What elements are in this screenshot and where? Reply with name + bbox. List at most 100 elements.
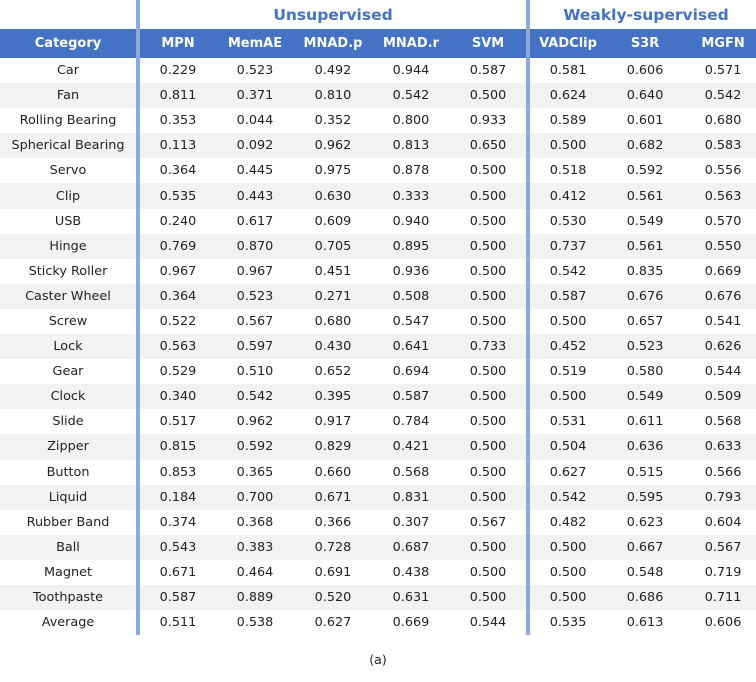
- score-cell: 0.676: [606, 283, 685, 309]
- score-cell: 0.500: [526, 133, 607, 159]
- score-cell: 0.366: [294, 509, 372, 535]
- score-cell: 0.529: [136, 359, 216, 385]
- score-cell: 0.793: [684, 484, 756, 510]
- score-cell: 0.592: [216, 434, 294, 460]
- group-header-unsupervised: Unsupervised: [135, 0, 529, 29]
- score-cell: 0.547: [372, 308, 450, 335]
- score-cell: 0.933: [450, 108, 529, 134]
- category-cell: Ball: [0, 534, 138, 560]
- category-cell: Servo: [0, 158, 138, 184]
- score-cell: 0.364: [136, 158, 216, 184]
- score-cell: 0.975: [294, 158, 372, 184]
- score-cell: 0.542: [526, 484, 607, 510]
- category-cell: Toothpaste: [0, 584, 138, 611]
- score-cell: 0.500: [450, 83, 529, 109]
- column-header-col-4: MNAD.r: [372, 29, 450, 58]
- score-cell: 0.705: [294, 233, 372, 259]
- figure-caption: (a): [369, 652, 387, 667]
- score-cell: 0.340: [136, 384, 216, 410]
- column-header-col-2: MemAE: [216, 29, 294, 58]
- score-cell: 0.500: [526, 308, 607, 335]
- score-cell: 0.511: [136, 610, 216, 636]
- score-cell: 0.641: [372, 334, 450, 360]
- score-cell: 0.374: [136, 509, 216, 535]
- score-cell: 0.520: [294, 584, 372, 611]
- score-cell: 0.580: [606, 359, 685, 385]
- score-cell: 0.917: [294, 409, 372, 435]
- score-cell: 0.967: [136, 258, 216, 284]
- category-cell: Liquid: [0, 484, 138, 510]
- table-row: Toothpaste 0.587 0.889 0.520 0.631 0.500 0.500…: [0, 584, 756, 611]
- score-cell: 0.669: [372, 610, 450, 636]
- score-cell: 0.611: [606, 409, 685, 435]
- score-cell: 0.784: [372, 409, 450, 435]
- score-cell: 0.500: [450, 559, 529, 585]
- table-body: Car 0.229 0.523 0.492 0.944 0.587 0.581 0.606 0.…: [0, 58, 756, 636]
- score-cell: 0.542: [216, 384, 294, 410]
- score-cell: 0.438: [372, 559, 450, 585]
- score-cell: 0.544: [450, 610, 529, 636]
- table-row: Slide 0.517 0.962 0.917 0.784 0.500 0.531 0.611…: [0, 409, 756, 435]
- score-cell: 0.691: [294, 559, 372, 585]
- score-cell: 0.307: [372, 509, 450, 535]
- score-cell: 0.613: [606, 610, 685, 636]
- table-row: Rolling Bearing 0.353 0.044 0.352 0.800 0.933…: [0, 108, 756, 134]
- score-cell: 0.550: [684, 233, 756, 259]
- score-cell: 0.676: [684, 283, 756, 309]
- score-cell: 0.671: [136, 559, 216, 585]
- score-cell: 0.464: [216, 559, 294, 585]
- score-cell: 0.510: [216, 359, 294, 385]
- score-cell: 0.500: [450, 484, 529, 510]
- score-cell: 0.092: [216, 133, 294, 159]
- score-cell: 0.500: [450, 283, 529, 309]
- score-cell: 0.682: [606, 133, 685, 159]
- score-cell: 0.568: [684, 409, 756, 435]
- score-cell: 0.549: [606, 208, 685, 234]
- score-cell: 0.515: [606, 459, 685, 485]
- score-cell: 0.538: [216, 610, 294, 636]
- score-cell: 0.566: [684, 459, 756, 485]
- score-cell: 0.519: [526, 359, 607, 385]
- score-cell: 0.443: [216, 183, 294, 209]
- score-cell: 0.530: [526, 208, 607, 234]
- score-cell: 0.542: [372, 83, 450, 109]
- score-cell: 0.604: [684, 509, 756, 535]
- score-cell: 0.184: [136, 484, 216, 510]
- score-cell: 0.631: [372, 584, 450, 611]
- category-cell: Lock: [0, 334, 138, 360]
- category-cell: Slide: [0, 409, 138, 435]
- score-cell: 0.811: [136, 83, 216, 109]
- score-cell: 0.523: [216, 58, 294, 84]
- score-cell: 0.556: [684, 158, 756, 184]
- score-cell: 0.624: [526, 83, 607, 109]
- score-cell: 0.535: [526, 610, 607, 636]
- table-row: Magnet 0.671 0.464 0.691 0.438 0.500 0.500 0.54…: [0, 559, 756, 585]
- score-cell: 0.700: [216, 484, 294, 510]
- score-cell: 0.113: [136, 133, 216, 159]
- score-cell: 0.352: [294, 108, 372, 134]
- score-cell: 0.895: [372, 233, 450, 259]
- score-cell: 0.517: [136, 409, 216, 435]
- score-cell: 0.962: [294, 133, 372, 159]
- category-cell: Gear: [0, 359, 138, 385]
- score-cell: 0.500: [450, 208, 529, 234]
- table-row: Fan 0.811 0.371 0.810 0.542 0.500 0.624 0.640 0.…: [0, 83, 756, 109]
- score-cell: 0.878: [372, 158, 450, 184]
- table-row: Clock 0.340 0.542 0.395 0.587 0.500 0.500 0.549…: [0, 384, 756, 410]
- score-cell: 0.561: [606, 233, 685, 259]
- score-cell: 0.711: [684, 584, 756, 611]
- score-cell: 0.500: [450, 258, 529, 284]
- table-row: Button 0.853 0.365 0.660 0.568 0.500 0.627 0.51…: [0, 459, 756, 485]
- table-row: Screw 0.522 0.567 0.680 0.547 0.500 0.500 0.657…: [0, 308, 756, 335]
- score-cell: 0.500: [450, 233, 529, 259]
- score-cell: 0.606: [606, 58, 685, 84]
- column-header-col-7: S3R: [606, 29, 685, 58]
- score-cell: 0.623: [606, 509, 685, 535]
- category-cell: Clip: [0, 183, 138, 209]
- score-cell: 0.482: [526, 509, 607, 535]
- score-cell: 0.627: [294, 610, 372, 636]
- score-cell: 0.240: [136, 208, 216, 234]
- score-cell: 0.680: [684, 108, 756, 134]
- score-cell: 0.500: [450, 384, 529, 410]
- score-cell: 0.936: [372, 258, 450, 284]
